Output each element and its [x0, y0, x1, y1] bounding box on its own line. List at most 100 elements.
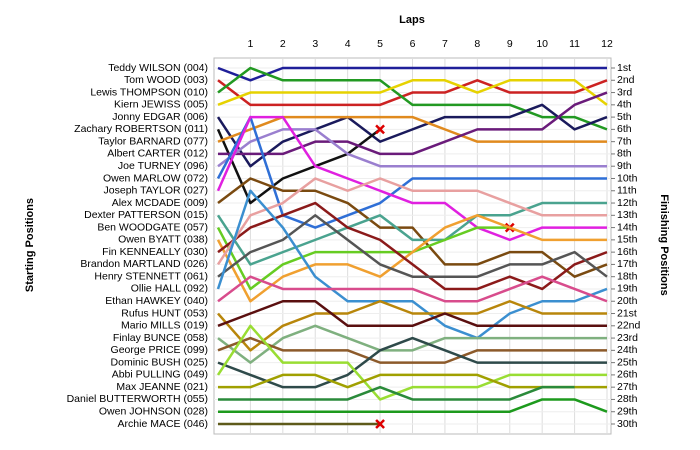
y2-tick-label: 27th	[617, 381, 638, 393]
driver-line	[217, 128, 607, 168]
driver-label: Finlay BUNCE (058)	[113, 332, 208, 344]
driver-line	[217, 79, 608, 107]
y2-tick-label: 15th	[617, 234, 638, 246]
driver-label: Daniel BUTTERWORTH (055)	[67, 393, 208, 405]
driver-label: Dexter PATTERSON (015)	[84, 209, 208, 221]
x-tick-label: 8	[474, 38, 480, 50]
y2-tick-label: 8th	[617, 148, 632, 160]
y2-tick-label: 18th	[617, 270, 638, 282]
x-tick-label: 3	[312, 38, 318, 50]
y2-tick-label: 23rd	[617, 332, 638, 344]
driver-label: Joseph TAYLOR (027)	[104, 185, 208, 197]
y2-tick-label: 20th	[617, 295, 638, 307]
driver-label: Archie MACE (046)	[118, 418, 208, 430]
driver-label: Lewis THOMPSON (010)	[90, 86, 208, 98]
x-tick-label: 7	[442, 38, 448, 50]
x-axis-label: Laps	[399, 14, 425, 26]
x-tick-label: 4	[345, 38, 351, 50]
driver-label: Owen JOHNSON (028)	[99, 406, 208, 418]
y2-tick-label: 21st	[617, 307, 637, 319]
retirement-marker	[375, 419, 385, 429]
x-tick-label: 5	[377, 38, 383, 50]
x-tick-label: 2	[280, 38, 286, 50]
driver-label: Taylor BARNARD (077)	[98, 135, 208, 147]
driver-label: Teddy WILSON (004)	[108, 62, 208, 74]
y2-tick-label: 1st	[617, 62, 631, 74]
driver-label: Zachary ROBERTSON (011)	[74, 123, 208, 135]
driver-line	[217, 324, 607, 364]
y2-tick-label: 5th	[617, 111, 632, 123]
y2-tick-label: 22nd	[617, 320, 641, 332]
driver-label: Abbi PULLING (049)	[112, 369, 208, 381]
driver-label: Ben WOODGATE (057)	[97, 221, 208, 233]
y2-tick-label: 12th	[617, 197, 638, 209]
driver-line	[217, 299, 607, 352]
driver-label: Ollie HALL (092)	[131, 283, 208, 295]
driver-line	[217, 79, 608, 106]
driver-line	[216, 189, 608, 340]
retirement-marker	[375, 124, 385, 135]
driver-line	[217, 66, 608, 131]
y2-tick-label: 19th	[617, 283, 638, 295]
y2-tick-label: 14th	[617, 221, 638, 233]
x-tick-label: 6	[410, 38, 416, 50]
y-axis-label: Starting Positions	[24, 198, 36, 292]
driver-label: Mario MILLS (019)	[121, 320, 208, 332]
driver-label: Tom WOOD (003)	[124, 74, 208, 86]
driver-label: George PRICE (099)	[111, 344, 208, 356]
y2-tick-label: 25th	[617, 356, 638, 368]
driver-line	[217, 201, 608, 291]
y2-tick-label: 6th	[617, 123, 632, 135]
driver-line	[218, 385, 575, 401]
x-tick-label: 9	[507, 38, 513, 50]
driver-label: Albert CARTER (012)	[107, 148, 208, 160]
driver-line	[218, 398, 608, 413]
driver-line	[217, 66, 607, 82]
y2-tick-label: 3rd	[617, 86, 632, 98]
driver-line	[216, 324, 607, 401]
driver-label: Dominic BUSH (025)	[111, 356, 208, 368]
driver-label: Ethan HAWKEY (040)	[105, 295, 208, 307]
y2-tick-label: 9th	[617, 160, 632, 172]
driver-label: Alex MCDADE (009)	[112, 197, 208, 209]
y2-tick-label: 28th	[617, 393, 638, 405]
driver-line	[216, 177, 607, 266]
driver-label: Max JEANNE (021)	[116, 381, 208, 393]
driver-label: Rufus HUNT (053)	[121, 307, 208, 319]
y2-tick-label: 13th	[617, 209, 638, 221]
x-tick-label: 11	[569, 38, 580, 50]
driver-line	[216, 115, 607, 242]
x-tick-label: 1	[247, 38, 253, 50]
driver-label: Brandon MARTLAND (026)	[80, 258, 208, 270]
driver-label: Joe TURNEY (096)	[118, 160, 208, 172]
x-tick-label: 12	[601, 38, 613, 50]
driver-line	[217, 299, 607, 328]
y2-tick-label: 17th	[617, 258, 638, 270]
y2-tick-label: 29th	[617, 406, 638, 418]
driver-line	[217, 214, 608, 278]
driver-label: Kiern JEWISS (005)	[114, 99, 208, 111]
driver-label: Henry STENNETT (061)	[94, 270, 208, 282]
y2-tick-label: 7th	[617, 135, 632, 147]
driver-line	[216, 201, 607, 266]
y2-tick-label: 26th	[617, 369, 638, 381]
driver-line	[216, 103, 608, 168]
driver-label: Jonny EDGAR (006)	[112, 111, 208, 123]
driver-line	[217, 336, 607, 364]
driver-line	[216, 214, 607, 303]
y2-axis-label: Finishing Positions	[658, 194, 670, 295]
y2-tick-label: 24th	[617, 344, 638, 356]
driver-label: Owen MARLOW (072)	[103, 172, 208, 184]
driver-line	[217, 336, 607, 389]
y2-tick-label: 30th	[617, 418, 638, 430]
driver-line	[218, 91, 608, 156]
driver-label: Owen BYATT (038)	[118, 234, 208, 246]
y2-tick-label: 2nd	[617, 74, 635, 86]
y2-tick-label: 11th	[617, 185, 637, 197]
driver-line	[217, 177, 608, 278]
x-tick-label: 10	[536, 38, 548, 50]
driver-label: Fin KENNEALLY (030)	[102, 246, 208, 258]
driver-line	[216, 128, 381, 205]
y2-tick-label: 4th	[617, 99, 632, 111]
